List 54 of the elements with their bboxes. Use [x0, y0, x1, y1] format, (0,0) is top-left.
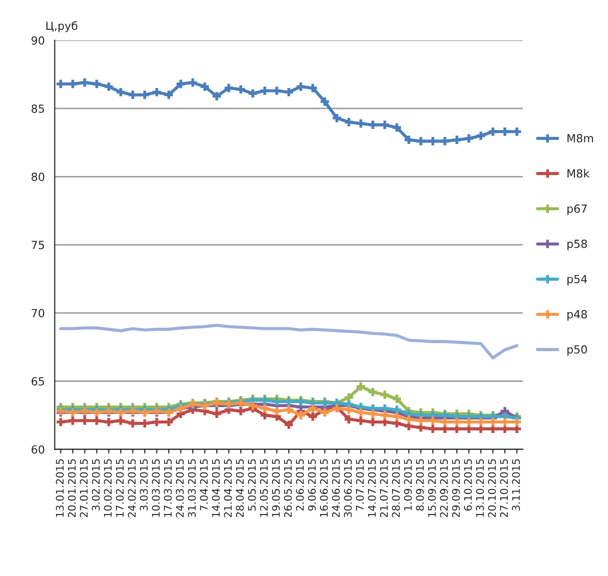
x-tick-label: 24.03.2015 — [176, 459, 184, 518]
x-tick-label: 28.04.2015 — [236, 459, 244, 518]
x-tick-label: 21.04.2015 — [224, 459, 232, 518]
x-tick-label: 28.07.2015 — [392, 459, 400, 518]
legend-label: M8k — [568, 169, 590, 178]
x-tick-label: 13.10.2015 — [476, 459, 484, 517]
y-tick-label: 90 — [32, 36, 44, 45]
x-tick-label: 2.06.2015 — [296, 459, 304, 511]
y-tick-label: 65 — [32, 377, 44, 386]
x-tick-label: 7.07.2015 — [356, 459, 364, 510]
x-tick-label: 19.05.2015 — [272, 459, 280, 517]
x-tick-label: 20.10.2015 — [488, 459, 496, 518]
x-tick-label: 26.05.2015 — [284, 459, 292, 518]
legend-label: p67 — [567, 204, 587, 215]
x-tick-label: 3.03.2015 — [140, 459, 148, 511]
y-tick-label: 80 — [32, 172, 44, 182]
x-tick-label: 15.09.2015 — [428, 459, 436, 517]
x-tick-label: 29.09.2015 — [452, 459, 460, 518]
x-tick-label: 1.09.2015 — [404, 459, 412, 510]
legend-label: p58 — [567, 240, 587, 250]
legend-label: p50 — [567, 345, 587, 356]
x-tick-label: 3.11.2015 — [512, 459, 520, 511]
x-tick-label: 30.06.2015 — [344, 459, 352, 518]
x-tick-label: 27.10.2015 — [500, 459, 508, 518]
y-axis-title: Ц,руб — [46, 21, 78, 32]
x-tick-label: 17.03.2015 — [164, 459, 172, 517]
legend-label: M8m — [568, 134, 593, 142]
y-tick-label: 85 — [32, 104, 44, 113]
y-tick-label: 75 — [32, 240, 44, 250]
x-tick-label: 24.06.2015 — [332, 459, 340, 518]
legend-label: p48 — [567, 310, 587, 321]
y-tick-label: 70 — [32, 308, 44, 318]
x-tick-label: 10.03.2015 — [152, 459, 160, 517]
x-tick-label: 17.02.2015 — [116, 459, 124, 517]
x-tick-label: 14.07.2015 — [368, 459, 376, 517]
x-tick-label: 9.06.2015 — [308, 459, 316, 511]
x-tick-label: 16.06.2015 — [320, 459, 328, 517]
x-tick-label: 22.09.2015 — [440, 459, 448, 518]
x-tick-label: 21.07.2015 — [380, 459, 388, 518]
x-tick-label: 14.04.2015 — [212, 459, 220, 517]
x-tick-label: 10.02.2015 — [104, 459, 112, 517]
x-tick-label: 24.02.2015 — [128, 459, 136, 518]
x-tick-label: 13.01.2015 — [56, 459, 64, 517]
x-tick-label: 27.01.2015 — [80, 459, 88, 518]
legend-label: p54 — [567, 274, 588, 286]
y-tick-label: 60 — [32, 445, 44, 454]
x-tick-label: 12.05.2015 — [260, 459, 268, 517]
x-tick-label: 20.01.2015 — [68, 459, 76, 518]
x-tick-label: 8.09.2015 — [416, 459, 424, 511]
x-tick-label: 31.03.2015 — [188, 459, 196, 518]
x-tick-label: 7.04.2015 — [200, 459, 208, 510]
x-tick-label: 3.02.2015 — [92, 459, 100, 511]
x-tick-label: 6.10.2015 — [464, 459, 472, 511]
x-tick-label: 5.05.2015 — [248, 459, 256, 511]
